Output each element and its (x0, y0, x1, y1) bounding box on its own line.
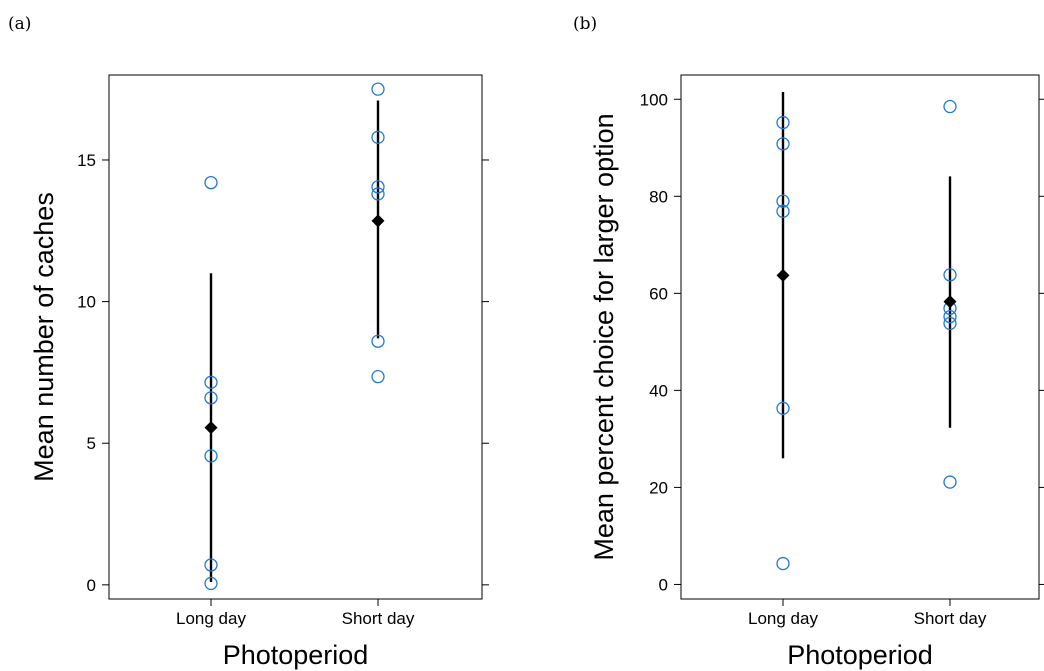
data-point (371, 187, 385, 201)
data-point (943, 475, 957, 489)
data-point (204, 175, 218, 190)
data-point (204, 558, 218, 572)
data-point (371, 370, 385, 384)
y-axis-title: Mean percent choice for larger option (589, 113, 619, 560)
x-tick-label: Long day (176, 609, 246, 628)
y-tick-label: 0 (87, 576, 96, 595)
y-tick-label: 20 (649, 478, 668, 497)
data-point (776, 401, 790, 415)
data-point (943, 268, 957, 282)
plot-frame (108, 74, 483, 600)
data-point (776, 194, 790, 208)
y-tick-label: 15 (77, 151, 96, 170)
panel-b: (b) 0 20 40 60 80 100 Long day Short day Photoper… (573, 14, 1044, 670)
data-point (776, 556, 790, 571)
y-tick-label: 5 (87, 434, 96, 453)
x-axis-title: Photoperiod (787, 640, 933, 670)
data-point (776, 204, 790, 218)
mean-marker (943, 295, 957, 309)
x-tick-label: Short day (342, 609, 415, 628)
y-tick-label: 10 (77, 293, 96, 312)
data-point (204, 375, 218, 389)
mean-marker (371, 214, 385, 228)
data-point (204, 576, 218, 591)
data-point (204, 449, 218, 463)
data-point (204, 391, 218, 405)
y-tick-label: 80 (649, 187, 668, 206)
y-tick-label: 60 (649, 284, 668, 303)
x-tick-label: Short day (914, 609, 987, 628)
y-tick-label: 100 (640, 90, 668, 109)
y-axis-title: Mean number of caches (29, 192, 59, 482)
data-point (943, 99, 957, 114)
x-axis-title: Photoperiod (223, 640, 369, 670)
data-point (371, 130, 385, 144)
data-point (943, 309, 957, 324)
data-point (371, 180, 385, 194)
panel-a: (a) 0 5 10 15 Long day Short day Photoperiod Mea… (8, 14, 489, 670)
data-point (776, 137, 790, 151)
mean-marker (776, 268, 790, 282)
data-point (943, 316, 957, 331)
y-tick-label: 0 (659, 575, 668, 594)
mean-marker (204, 421, 218, 435)
panel-label: (b) (573, 14, 597, 34)
x-tick-label: Long day (748, 609, 818, 628)
data-point (776, 115, 790, 130)
plot-frame (680, 74, 1040, 600)
data-point (371, 82, 385, 96)
data-point (371, 334, 385, 348)
y-tick-label: 40 (649, 381, 668, 400)
panel-label: (a) (8, 14, 31, 34)
